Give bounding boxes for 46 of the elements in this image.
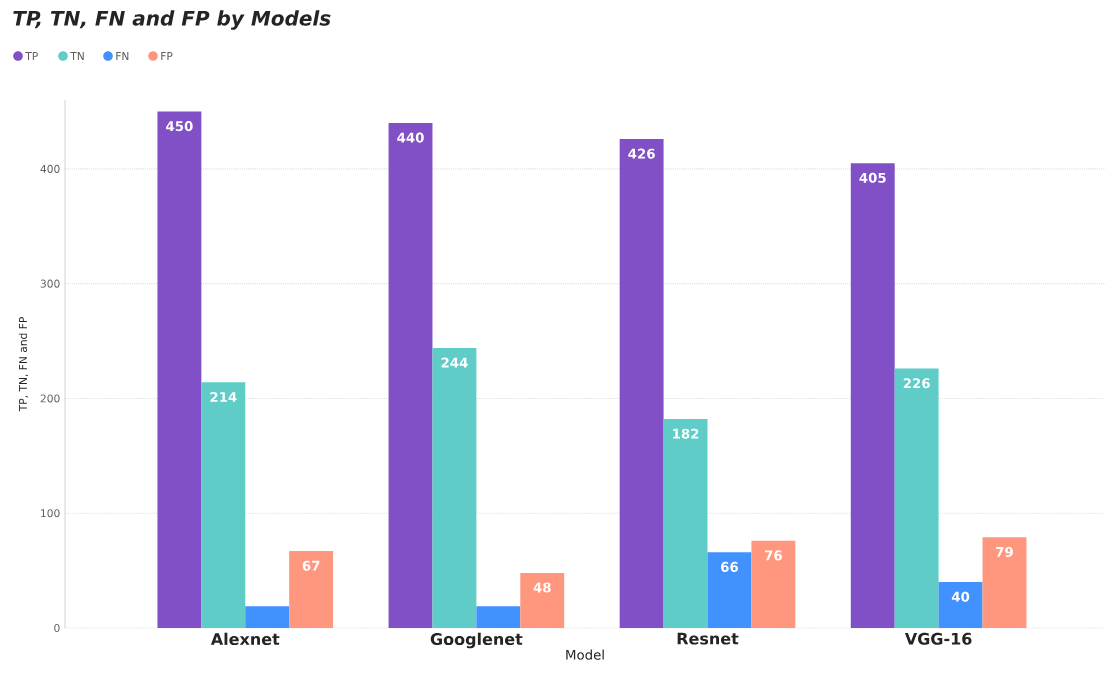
y-tick-label: 0 — [54, 623, 60, 633]
bar — [432, 347, 477, 628]
bar — [157, 111, 202, 628]
data-label: 79 — [996, 546, 1013, 557]
data-label: 244 — [441, 357, 468, 368]
x-tick-label: Googlenet — [430, 632, 523, 649]
y-tick-label: 100 — [41, 509, 60, 518]
data-label: 405 — [859, 172, 886, 183]
legend-label: TP — [25, 52, 38, 60]
legend-label: FN — [116, 52, 129, 60]
bar — [707, 552, 752, 628]
bar — [520, 572, 565, 628]
bar — [938, 582, 983, 628]
bar — [201, 382, 246, 628]
bar — [894, 368, 939, 628]
y-tick-label: 400 — [40, 164, 60, 173]
data-label: 214 — [210, 391, 237, 402]
bar — [850, 163, 895, 628]
y-tick-label: 200 — [40, 394, 60, 403]
data-label: 67 — [302, 560, 320, 571]
data-label: 450 — [166, 121, 193, 132]
data-label: 440 — [397, 132, 424, 143]
chart-title: TP, TN, FN and FP by Models — [13, 10, 331, 30]
bar — [289, 551, 334, 628]
data-label: 66 — [721, 561, 739, 572]
bar — [245, 606, 290, 628]
legend-label: FP — [161, 52, 173, 60]
data-label: 40 — [951, 591, 970, 602]
x-tick-label: VGG-16 — [904, 632, 972, 645]
data-label: 182 — [673, 428, 699, 439]
x-axis-title: Model — [566, 649, 604, 660]
bar — [982, 537, 1027, 628]
y-axis-title: TP, TN, FN and FP — [18, 317, 29, 412]
data-label: 226 — [903, 378, 930, 389]
x-tick-label: Alexnet — [210, 632, 280, 646]
legend-label: TN — [70, 52, 84, 60]
bar — [663, 419, 708, 628]
data-label: 426 — [628, 148, 655, 159]
bar — [751, 540, 796, 628]
bar — [476, 606, 521, 628]
data-label: 76 — [764, 550, 782, 561]
bar — [388, 122, 433, 628]
x-tick-label: Resnet — [677, 632, 739, 645]
bar — [619, 139, 664, 628]
data-label: 48 — [533, 582, 551, 593]
y-tick-label: 300 — [40, 279, 60, 288]
